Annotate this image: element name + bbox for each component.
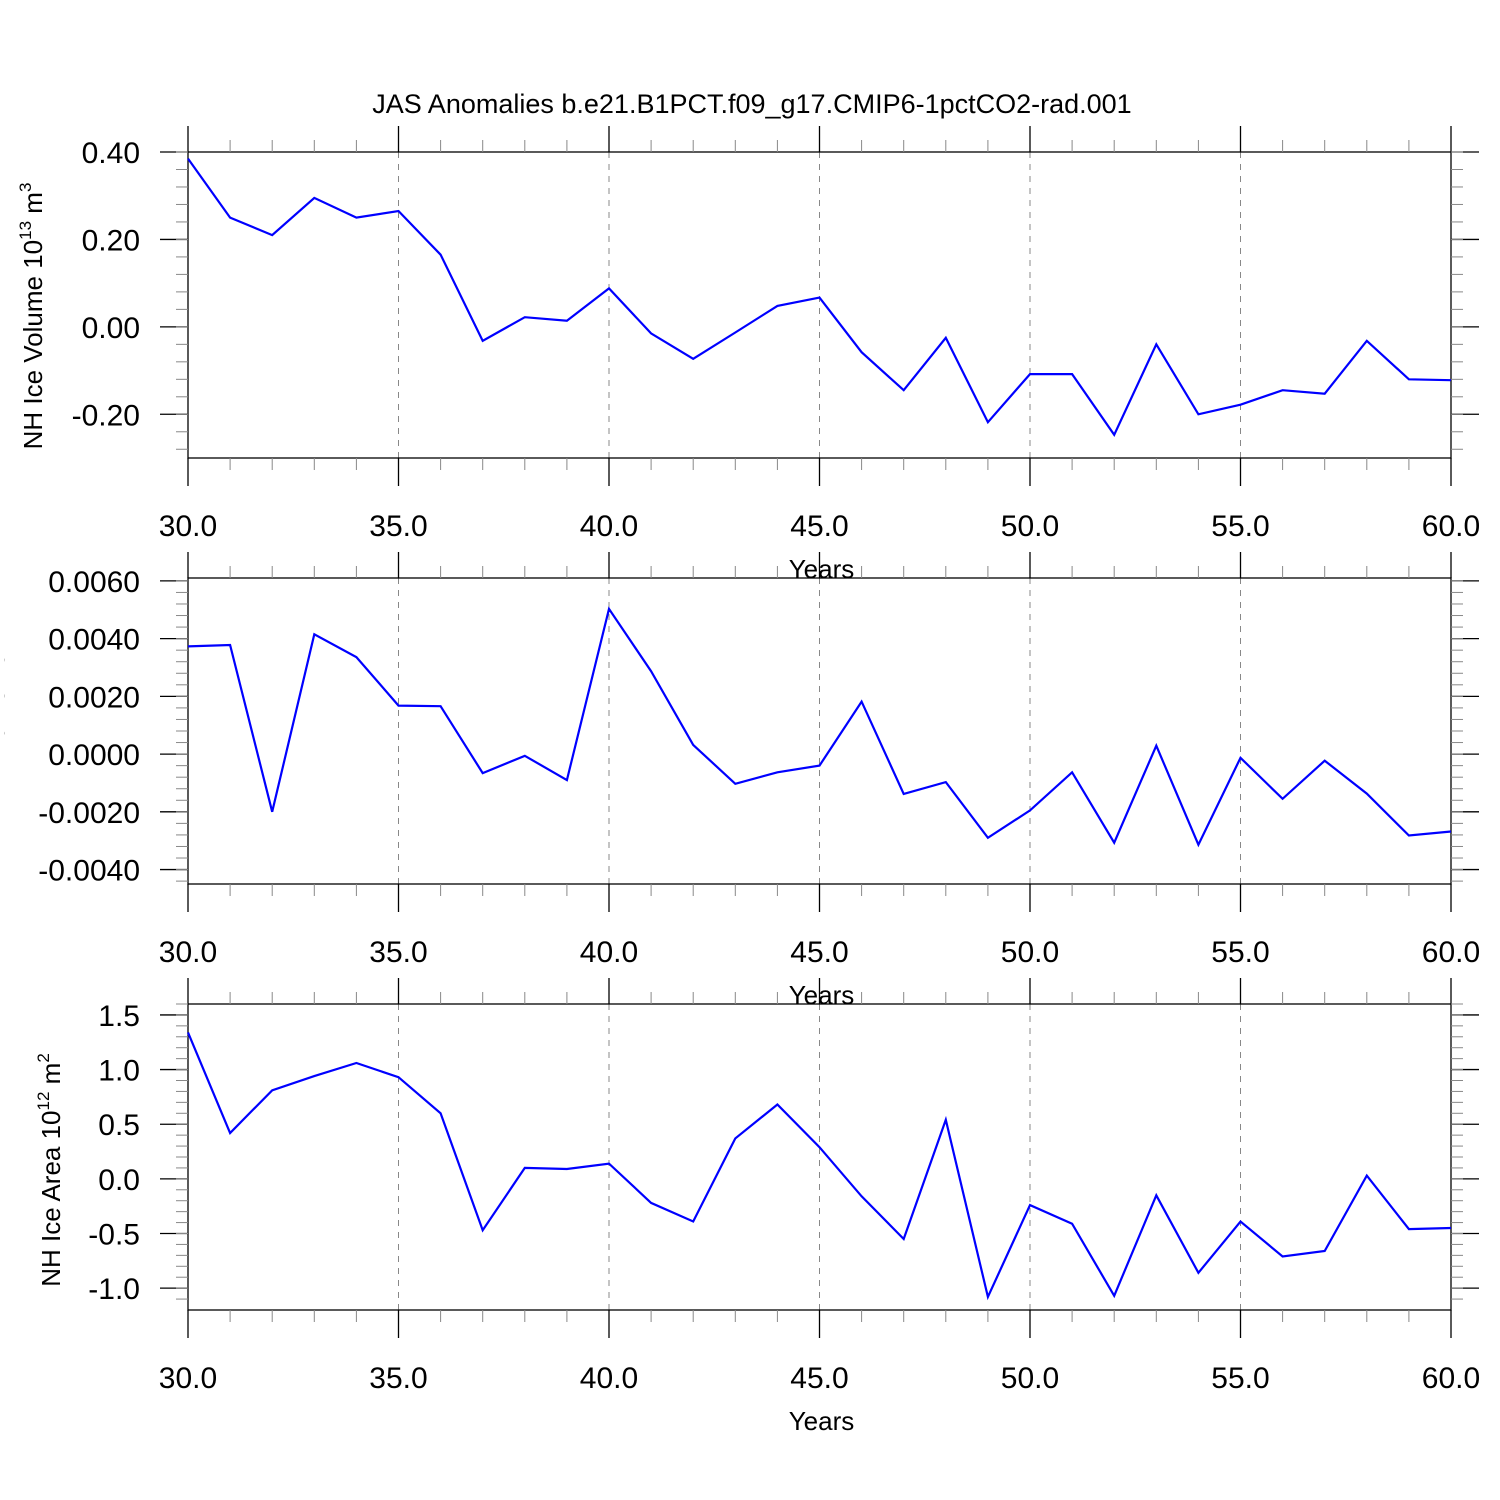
y-tick-label: 0.0020 [48,681,140,714]
x-axis-label: Years [789,980,855,1010]
x-tick-label: 30.0 [159,510,217,543]
series-line [187,157,1452,438]
y-tick-label: 0.20 [82,224,140,257]
chart-panel-3: 1.5 1.0 0.5 0.0 -0.5 -1.0 30.0 35.0 40.0 45.0 50.0… [34,978,1480,1436]
x-tick-label: 50.0 [1001,1362,1059,1395]
y-tick-label: 0.0040 [48,624,140,657]
x-tick-label: 35.0 [369,936,427,969]
chart-panel-1: 0.40 0.20 0.00 -0.20 30.0 35.0 40.0 45.0 50.0 55.… [16,126,1480,584]
x-axis-label: Years [789,554,855,584]
y-tick-label: 1.0 [98,1055,140,1088]
x-tick-label: 40.0 [580,1362,638,1395]
x-tick-label: 45.0 [790,510,848,543]
chart-panel-2: 0.0060 0.0040 0.0020 0.0000 -0.0020 -0.0040 30… [0,552,1480,1010]
x-tick-label: 60.0 [1422,936,1480,969]
x-tick-label: 35.0 [369,1362,427,1395]
y-tick-label: 0.40 [82,137,140,170]
x-tick-label: 45.0 [790,936,848,969]
y-tick-label: 0.0000 [48,739,140,772]
x-tick-label: 60.0 [1422,510,1480,543]
x-axis-label: Years [789,1406,855,1436]
series-line [186,1031,1452,1301]
y-axis-label: NH Snow Volume 1013 m3 [0,595,10,892]
y-tick-label: 1.5 [98,1000,140,1033]
x-tick-label: 55.0 [1211,936,1269,969]
x-tick-label: 45.0 [790,1362,848,1395]
x-tick-label: 60.0 [1422,1362,1480,1395]
figure-title: JAS Anomalies b.e21.B1PCT.f09_g17.CMIP6-… [372,89,1131,119]
x-tick-label: 40.0 [580,936,638,969]
y-tick-label: -0.5 [88,1219,140,1252]
x-tick-label: 50.0 [1001,936,1059,969]
y-tick-label: 0.0060 [48,566,140,599]
x-tick-label: 55.0 [1211,1362,1269,1395]
y-tick-label: -0.0040 [38,855,140,888]
chart-panels: 0.40 0.20 0.00 -0.20 30.0 35.0 40.0 45.0 50.0 55.… [0,126,1480,1436]
x-tick-label: 40.0 [580,510,638,543]
series-line [187,606,1452,848]
y-tick-label: 0.5 [98,1109,140,1142]
x-tick-label: 30.0 [159,936,217,969]
y-tick-label: 0.00 [82,312,140,345]
y-axis-label: NH Ice Area 1012 m2 [34,1053,66,1287]
x-tick-label: 55.0 [1211,510,1269,543]
y-axis-label: NH Ice Volume 1013 m3 [16,183,48,450]
y-tick-label: -0.20 [72,399,140,432]
y-tick-label: 0.0 [98,1164,140,1197]
y-tick-label: -1.0 [88,1273,140,1306]
x-tick-label: 35.0 [369,510,427,543]
y-tick-label: -0.0020 [38,797,140,830]
x-tick-label: 50.0 [1001,510,1059,543]
x-tick-label: 30.0 [159,1362,217,1395]
